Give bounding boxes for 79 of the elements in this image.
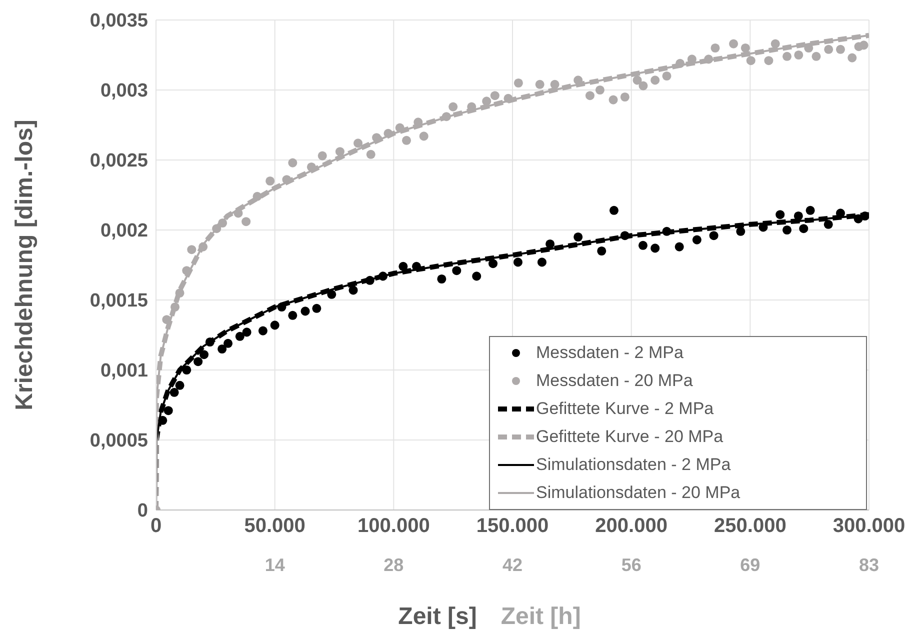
x-axis-title: Zeit [s] [398, 603, 477, 630]
point [782, 225, 792, 235]
point [662, 226, 672, 236]
point [205, 337, 214, 347]
point [242, 328, 252, 337]
point [452, 266, 462, 276]
x2-tick-label: 28 [384, 555, 404, 575]
point [182, 365, 192, 375]
point [537, 258, 546, 267]
point [437, 274, 446, 284]
y-tick-label: 0,003 [100, 80, 148, 102]
point [378, 272, 388, 281]
x2-tick-label: 14 [264, 555, 285, 575]
point [488, 259, 498, 268]
point [365, 276, 374, 285]
point [300, 306, 310, 316]
y-axis-title: Kriechdehnung [dim.-los] [11, 120, 38, 410]
point [170, 388, 179, 397]
point [412, 262, 421, 271]
point [709, 231, 718, 240]
point [194, 357, 203, 366]
x-tick-label: 150.000 [476, 515, 549, 538]
point [158, 416, 168, 425]
point [398, 262, 408, 271]
point [327, 290, 336, 299]
y-tick-label: 0,0015 [90, 290, 148, 312]
point [597, 246, 606, 256]
point [513, 258, 522, 267]
y-tick-label: 0 [137, 500, 148, 522]
legend-label: Simulationsdaten - 20 MPa [536, 483, 740, 503]
point [736, 226, 746, 236]
x-tick-label: 250.000 [714, 515, 786, 538]
point [270, 320, 280, 330]
point [472, 272, 482, 281]
legend-label: Messdaten - 2 MPa [536, 343, 684, 363]
x2-axis-title: Zeit [h] [500, 603, 581, 630]
point [546, 239, 555, 249]
x2-tick-label: 83 [858, 555, 880, 575]
point [674, 242, 684, 252]
x2-tick-label: 42 [502, 555, 523, 575]
point [199, 350, 209, 360]
point [288, 310, 298, 320]
y-tick-label: 0,002 [100, 220, 148, 242]
legend-label: Gefittete Kurve - 20 MPa [536, 427, 724, 447]
point [650, 244, 660, 253]
y-tick-label: 0,0035 [90, 10, 148, 32]
legend-label: Simulationsdaten - 2 MPa [536, 455, 731, 475]
x-tick-label: 300.000 [832, 515, 906, 538]
point [824, 220, 833, 229]
point [258, 326, 268, 336]
point [806, 206, 815, 215]
point [574, 232, 583, 242]
point [758, 222, 768, 232]
point [348, 286, 358, 295]
point [692, 235, 702, 244]
point [164, 406, 173, 416]
point [224, 338, 233, 348]
x-tick-label: 50.000 [244, 515, 306, 538]
point [799, 224, 808, 234]
point [312, 304, 322, 313]
x2-tick-label: 56 [621, 555, 642, 575]
point [235, 332, 244, 341]
point [620, 231, 630, 240]
point [638, 240, 648, 250]
x2-tick-label: 69 [740, 555, 760, 575]
point [175, 380, 184, 390]
y-tick-label: 0,001 [100, 360, 148, 382]
point [218, 344, 227, 354]
x-tick-label: 100.000 [358, 515, 430, 538]
legend-label: Messdaten - 20 MPa [536, 371, 693, 391]
point [609, 206, 618, 215]
point [860, 211, 869, 221]
point [277, 302, 286, 312]
legend-label: Gefittete Kurve - 2 MPa [536, 399, 714, 419]
y-tick-label: 0,0005 [90, 430, 148, 452]
point [794, 211, 803, 221]
y-tick-label: 0,0025 [90, 150, 148, 172]
x-tick-label: 200.000 [595, 515, 668, 538]
point [776, 210, 785, 220]
